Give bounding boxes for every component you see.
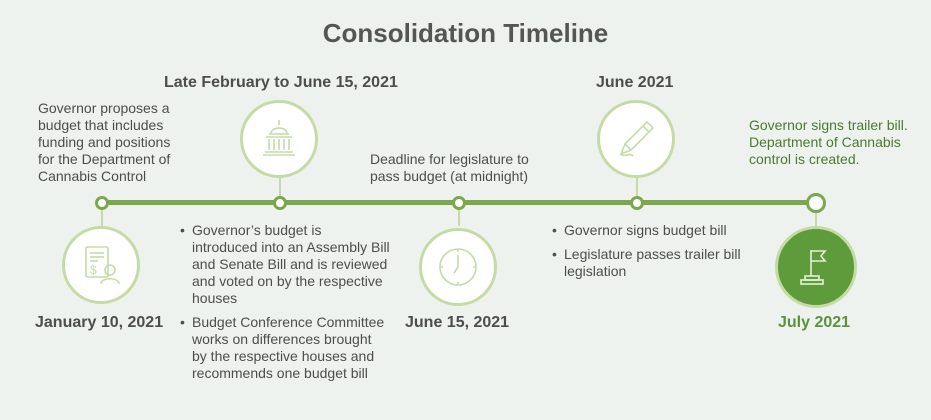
milestone-jun15-description: Deadline for legislature to pass budget …: [370, 151, 529, 184]
milestone-jan-icon-circle: $: [62, 226, 140, 304]
budget-document-icon: $: [85, 246, 120, 285]
stem: [458, 210, 460, 226]
milestone-jun15-icon-circle: [419, 228, 497, 306]
timeline-dot-feb: [273, 196, 287, 210]
list-item: Governor’s budget is introduced into an …: [180, 222, 390, 307]
milestone-jun-bullets: Governor signs budget bill Legislature p…: [552, 222, 752, 287]
svg-text:$: $: [90, 263, 97, 277]
stem: [279, 178, 281, 196]
pen-icon: [619, 120, 655, 157]
stem: [815, 213, 817, 227]
milestone-jan-description: Governor proposes a budget that includes…: [38, 100, 171, 184]
milestone-jul-description: Governor signs trailer bill. Department …: [749, 117, 908, 167]
timeline-dot-jul: [806, 193, 826, 213]
milestone-feb-bullets: Governor’s budget is introduced into an …: [180, 222, 390, 389]
timeline-dot-jun15: [452, 196, 466, 210]
flag-icon: [800, 250, 827, 285]
milestone-jun15-date: June 15, 2021: [405, 314, 510, 331]
milestone-feb-date: Late February to June 15, 2021: [164, 74, 398, 91]
capitol-building-icon: [263, 120, 295, 156]
page-title: Consolidation Timeline: [322, 18, 609, 48]
list-item: Governor signs budget bill: [552, 222, 752, 239]
milestone-feb-icon-circle: [240, 100, 318, 178]
stem: [636, 178, 638, 196]
list-item: Budget Conference Committee works on dif…: [180, 314, 390, 382]
timeline-dot-jan: [95, 196, 109, 210]
stem: [101, 210, 103, 226]
milestone-jun-date: June 2021: [596, 74, 674, 91]
milestone-jan-date: January 10, 2021: [35, 314, 164, 331]
milestone-jul-icon-circle: [775, 226, 857, 308]
milestone-jun-icon-circle: [597, 100, 675, 178]
timeline-dot-jun: [630, 196, 644, 210]
clock-icon: [439, 248, 477, 286]
milestone-jul-date: July 2021: [778, 314, 851, 331]
list-item: Legislature passes trailer bill legislat…: [552, 246, 752, 280]
